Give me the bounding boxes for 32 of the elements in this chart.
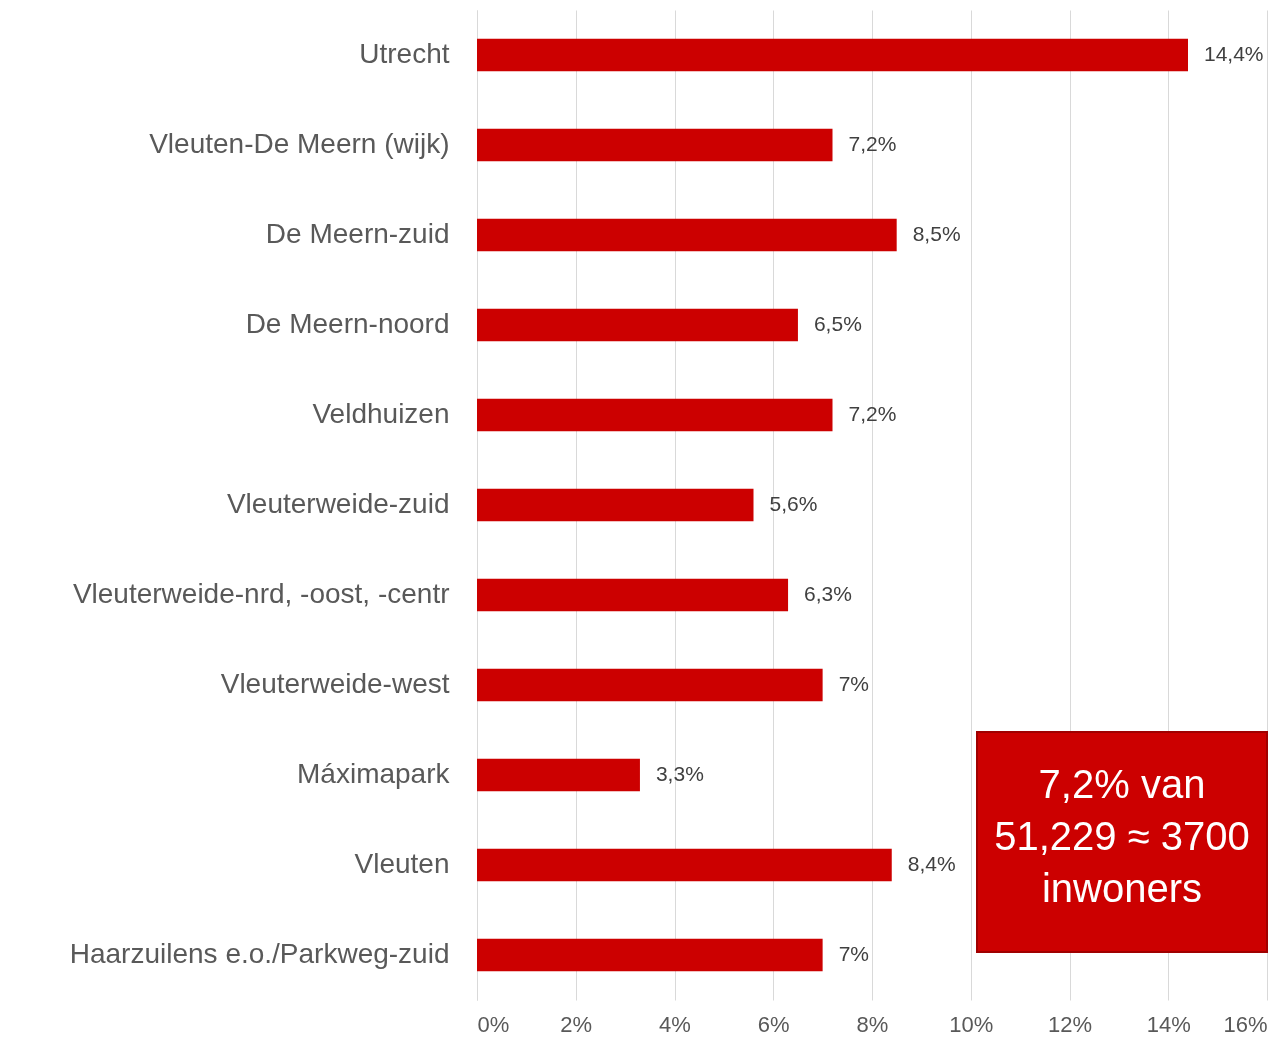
x-tick-label: 12%: [1047, 1011, 1093, 1037]
x-tick-label: 6%: [757, 1011, 790, 1037]
x-tick-label: 2%: [560, 1011, 593, 1037]
y-tick-label: Vleuten: [354, 848, 450, 879]
y-tick-label: Máximapark: [297, 758, 451, 789]
data-label: 7%: [838, 942, 869, 965]
y-tick-label: Vleuterweide-nrd, -oost, -centr: [72, 578, 450, 609]
x-tick-label: 16%: [1223, 1011, 1268, 1037]
data-label: 3,3%: [655, 762, 704, 785]
y-tick-label: Vleuten-De Meern (wijk): [149, 128, 450, 159]
data-label: 7%: [838, 672, 869, 695]
x-tick-label: 14%: [1146, 1011, 1191, 1037]
x-tick-label: 0%: [477, 1011, 510, 1037]
y-tick-label: Haarzuilens e.o./Parkweg-zuid: [69, 938, 450, 969]
x-tick-label: 4%: [659, 1011, 691, 1037]
annotation: 7,2% van 51,229 ≈ 3700 inwoners: [994, 762, 1250, 910]
data-label: 6,3%: [804, 582, 852, 605]
data-label: 5,6%: [769, 492, 818, 515]
y-tick-label: De Meern-zuid: [265, 218, 450, 249]
data-label: 7,2%: [848, 132, 897, 155]
data-label: 7,2%: [848, 402, 897, 425]
x-tick-label: 10%: [949, 1011, 994, 1037]
data-label: 8,5%: [912, 222, 961, 245]
y-tick-label: Utrecht: [359, 38, 450, 69]
data-label: 8,4%: [907, 852, 956, 875]
data-label: 14,4%: [1204, 42, 1264, 65]
y-tick-label: Veldhuizen: [312, 398, 450, 429]
y-tick-label: Vleuterweide-west: [220, 668, 450, 699]
data-label: 6,5%: [813, 312, 862, 335]
y-tick-label: De Meern-noord: [245, 308, 450, 339]
x-tick-label: 8%: [856, 1011, 889, 1037]
y-tick-label: Vleuterweide-zuid: [226, 488, 450, 519]
